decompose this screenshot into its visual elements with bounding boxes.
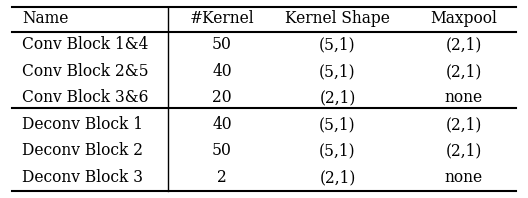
Text: (2,1): (2,1) [319, 169, 356, 186]
Text: Name: Name [22, 10, 69, 28]
Text: (2,1): (2,1) [446, 116, 482, 133]
Text: (5,1): (5,1) [319, 63, 356, 80]
Text: 20: 20 [212, 89, 232, 107]
Text: Kernel Shape: Kernel Shape [285, 10, 390, 28]
Text: Maxpool: Maxpool [430, 10, 497, 28]
Text: (2,1): (2,1) [446, 36, 482, 53]
Text: (2,1): (2,1) [319, 89, 356, 107]
Text: Conv Block 3&6: Conv Block 3&6 [22, 89, 149, 107]
Text: (5,1): (5,1) [319, 143, 356, 159]
Text: none: none [445, 169, 483, 186]
Text: 50: 50 [212, 36, 232, 53]
Text: (2,1): (2,1) [446, 143, 482, 159]
Text: (5,1): (5,1) [319, 36, 356, 53]
Text: Deconv Block 3: Deconv Block 3 [22, 169, 144, 186]
Text: 40: 40 [212, 116, 232, 133]
Text: none: none [445, 89, 483, 107]
Text: 2: 2 [217, 169, 227, 186]
Text: Deconv Block 2: Deconv Block 2 [22, 143, 144, 159]
Text: Deconv Block 1: Deconv Block 1 [22, 116, 144, 133]
Text: (2,1): (2,1) [446, 63, 482, 80]
Text: Conv Block 2&5: Conv Block 2&5 [22, 63, 149, 80]
Text: (5,1): (5,1) [319, 116, 356, 133]
Text: 50: 50 [212, 143, 232, 159]
Text: #Kernel: #Kernel [190, 10, 254, 28]
Text: Conv Block 1&4: Conv Block 1&4 [22, 36, 149, 53]
Text: 40: 40 [212, 63, 232, 80]
